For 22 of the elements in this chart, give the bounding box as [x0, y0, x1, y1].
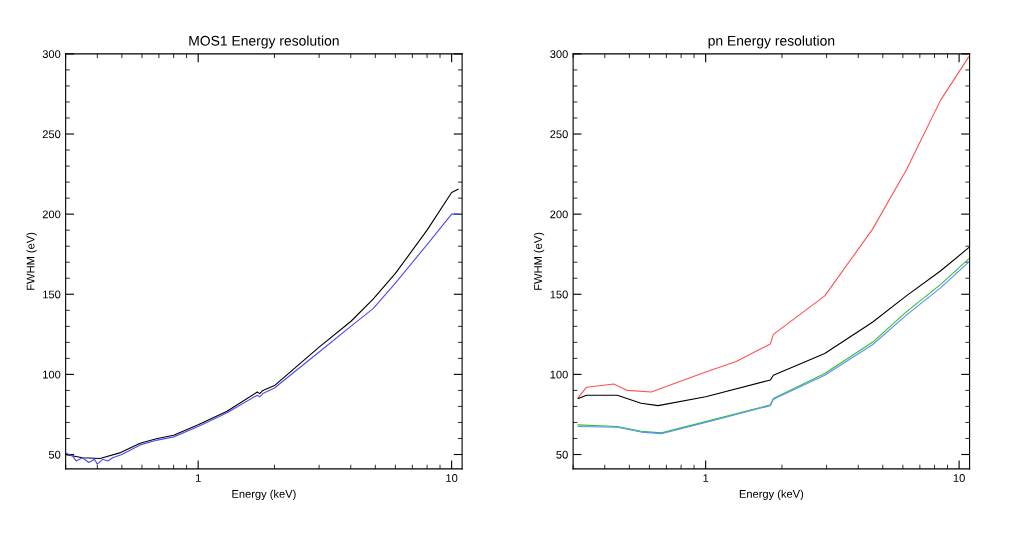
x-tick-label: 1	[195, 474, 201, 482]
x-axis-title: Energy (keV)	[232, 489, 296, 501]
y-axis-title: FWHM (eV)	[533, 232, 545, 290]
y-tick-label: 200	[42, 210, 61, 219]
y-tick-label: 300	[550, 50, 568, 59]
y-tick-label: 50	[556, 450, 568, 459]
x-tick-label: 10	[446, 474, 458, 482]
chart-title: MOS1 Energy resolution	[189, 35, 339, 49]
y-tick-label: 50	[48, 450, 61, 459]
y-tick-label: 200	[550, 210, 568, 219]
y-tick-label: 300	[42, 50, 61, 59]
y-axis-title: FWHM (eV)	[26, 232, 37, 290]
y-tick-label: 250	[550, 130, 568, 139]
chart-title: pn Energy resolution	[708, 35, 835, 49]
y-tick-label: 100	[550, 370, 568, 379]
y-tick-label: 250	[42, 130, 61, 139]
x-tick-label: 10	[953, 474, 965, 482]
x-axis-title: Energy (keV)	[739, 489, 804, 501]
y-tick-label: 150	[43, 290, 61, 299]
y-tick-label: 150	[550, 290, 568, 299]
y-tick-label: 100	[43, 370, 61, 379]
x-tick-label: 1	[703, 474, 709, 482]
